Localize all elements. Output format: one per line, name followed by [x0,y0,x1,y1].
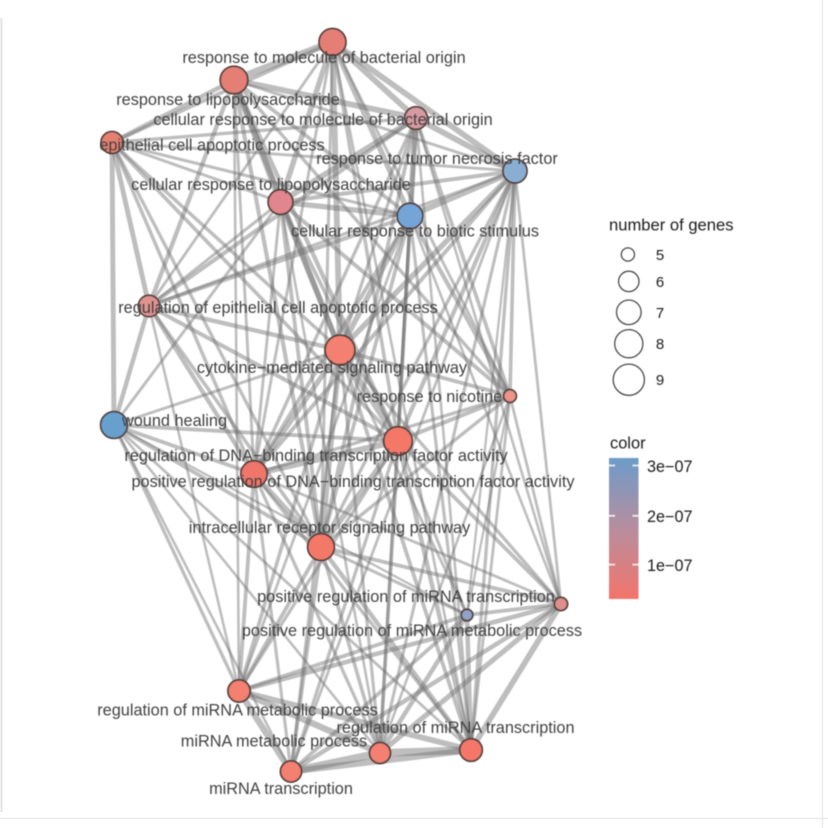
svg-text:response to molecule of bacter: response to molecule of bacterial origin [182,49,465,67]
svg-text:cellular response to biotic st: cellular response to biotic stimulus [291,223,539,241]
svg-text:7: 7 [656,305,664,322]
svg-text:2e−07: 2e−07 [647,508,692,526]
svg-text:positive regulation of miRNA m: positive regulation of miRNA metabolic p… [242,622,582,640]
svg-text:8: 8 [656,336,664,353]
svg-text:positive regulation of DNA−bin: positive regulation of DNA−binding trans… [132,473,576,491]
svg-text:epithelial cell apoptotic proc: epithelial cell apoptotic process [99,137,324,155]
svg-text:miRNA metabolic process: miRNA metabolic process [181,733,367,751]
svg-text:wound healing: wound healing [121,412,227,430]
svg-text:regulation of miRNA transcript: regulation of miRNA transcription [337,719,575,737]
svg-text:cellular response to molecule: cellular response to molecule of bacteri… [153,111,492,129]
svg-text:positive regulation of miRNA t: positive regulation of miRNA transcripti… [257,588,555,606]
svg-text:intracellular receptor signali: intracellular receptor signaling pathway [189,519,471,537]
svg-text:color: color [610,435,646,453]
svg-text:regulation of DNA−binding tran: regulation of DNA−binding transcription … [124,447,508,465]
svg-text:miRNA transcription: miRNA transcription [209,780,353,798]
svg-text:9: 9 [656,372,664,389]
svg-text:3e−07: 3e−07 [647,458,692,476]
svg-text:cellular response to lipopolys: cellular response to lipopolysaccharide [131,176,411,194]
svg-text:response to nicotine: response to nicotine [357,388,503,406]
svg-text:number of genes: number of genes [609,216,734,235]
svg-text:regulation of epithelial cell: regulation of epithelial cell apoptotic … [118,299,438,317]
svg-text:response to lipopolysaccharide: response to lipopolysaccharide [116,91,340,109]
svg-text:1e−07: 1e−07 [647,557,692,575]
svg-text:5: 5 [656,247,664,264]
svg-text:response to tumor necrosis fac: response to tumor necrosis factor [316,150,558,168]
svg-text:regulation of miRNA metabolic: regulation of miRNA metabolic process [97,702,378,720]
svg-text:6: 6 [656,274,664,291]
svg-text:cytokine−mediated signaling pa: cytokine−mediated signaling pathway [197,359,468,377]
